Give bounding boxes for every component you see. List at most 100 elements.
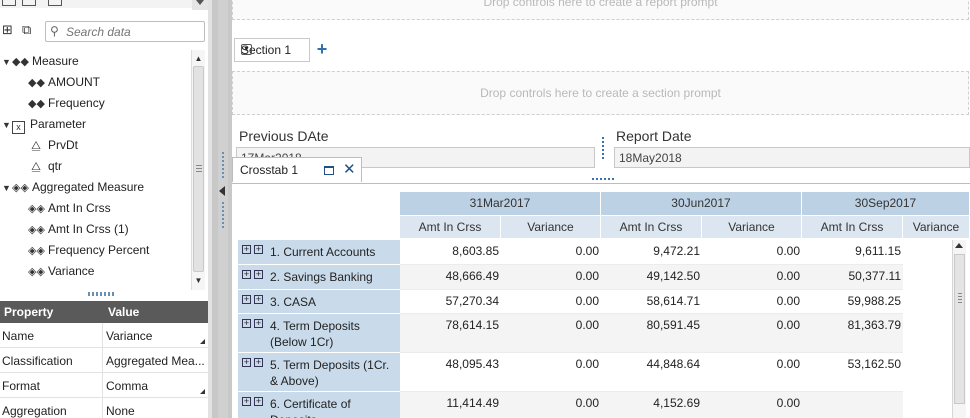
crosstab-scrollbar[interactable] xyxy=(952,240,966,418)
tree-item-frequency-percent[interactable]: ◈◈ Frequency Percent xyxy=(28,240,149,260)
data-source-icon[interactable] xyxy=(48,0,62,6)
scroll-up-icon[interactable]: ▲ xyxy=(194,54,203,63)
expand-toggle-icon[interactable]: ▼ xyxy=(2,57,11,67)
column-header-measure[interactable]: Amt In Crss xyxy=(400,215,501,238)
drill-icon[interactable]: + xyxy=(254,244,263,254)
drill-icon[interactable]: + xyxy=(254,318,263,328)
property-row-format[interactable]: Format Comma xyxy=(0,373,208,398)
column-header-period[interactable]: 30Jun2017 xyxy=(601,192,802,215)
tree-item-prvdt[interactable]: ⧋ PrvDt xyxy=(28,135,78,155)
search-row: ⊞ ⧉ ⚲ xyxy=(0,20,208,46)
table-row-header[interactable]: + + 4. Term Deposits (Below 1Cr) xyxy=(238,314,400,353)
table-cell: 0.00 xyxy=(501,314,601,353)
table-cell: 50,377.11 xyxy=(802,265,903,290)
panel-splitter-handle[interactable] xyxy=(88,292,114,296)
column-header-period[interactable]: 31Mar2017 xyxy=(400,192,601,215)
collapse-all-icon[interactable]: ⧉ xyxy=(22,22,32,37)
property-value[interactable]: Comma xyxy=(106,379,149,393)
table-cell: 4,152.69 xyxy=(601,392,702,418)
chevron-down-icon[interactable]: ▼ xyxy=(241,44,252,55)
table-row-header[interactable]: + + 5. Term Deposits (1Cr. & Above) xyxy=(238,353,400,392)
tree-item-label: Amt In Crss (1) xyxy=(48,222,129,236)
tree-scrollbar[interactable]: ▲ ▼ xyxy=(191,50,205,290)
tree-item-qtr[interactable]: ⧋ qtr xyxy=(28,156,62,176)
collapse-panel-icon[interactable] xyxy=(219,186,225,196)
property-row-aggregation[interactable]: Aggregation None xyxy=(0,398,208,418)
drill-icon[interactable]: + xyxy=(254,396,263,406)
parameter-icon: x xyxy=(12,121,25,134)
crosstab-resize-handle[interactable] xyxy=(592,178,614,180)
tree-item-amt-in-crss[interactable]: ◈◈ Amt In Crss xyxy=(28,198,111,218)
column-header-measure[interactable]: Amt In Crss xyxy=(601,215,702,238)
drill-icon[interactable]: + xyxy=(254,269,263,279)
column-header-measure[interactable]: Variance xyxy=(501,215,601,238)
table-cell: 44,848.64 xyxy=(601,353,702,392)
top-scroll-arrow[interactable] xyxy=(192,0,208,10)
tree-item-amount[interactable]: ◆◆ AMOUNT xyxy=(28,72,100,92)
aggregated-measure-icon: ◈◈ xyxy=(28,203,45,215)
expand-icon[interactable]: + xyxy=(242,357,251,367)
new-data-icon[interactable] xyxy=(2,0,16,6)
drill-icon[interactable]: + xyxy=(254,357,263,367)
table-row-header[interactable]: + + 2. Savings Banking xyxy=(238,265,400,290)
edit-corner-icon xyxy=(200,389,205,394)
tree-item-variance[interactable]: ◈◈ Variance xyxy=(28,261,94,281)
table-row-header[interactable]: ++ 6. Certificate of Deposits xyxy=(238,392,400,418)
property-value[interactable]: None xyxy=(106,404,135,418)
table-cell: 0.00 xyxy=(501,240,601,265)
table-row-header[interactable]: + + 1. Current Accounts xyxy=(238,240,400,265)
expand-all-icon[interactable]: ⊞ xyxy=(2,22,13,37)
expand-icon[interactable]: + xyxy=(242,318,251,328)
maximize-icon[interactable] xyxy=(324,166,334,175)
scrollbar-thumb[interactable] xyxy=(193,66,204,272)
expand-toggle-icon[interactable]: ▼ xyxy=(2,120,11,130)
tree-item-label: PrvDt xyxy=(48,138,78,152)
tab-crosstab-1[interactable]: Crosstab 1 ✕ xyxy=(232,157,362,182)
table-cell: 8,603.85 xyxy=(400,240,501,265)
aggregated-measure-icon: ◈◈ xyxy=(28,266,45,278)
column-header-measure[interactable]: Variance xyxy=(903,215,970,238)
scroll-down-icon[interactable]: ▼ xyxy=(194,276,203,285)
expand-toggle-icon[interactable]: ▼ xyxy=(2,183,11,193)
tree-item-frequency[interactable]: ◆◆ Frequency xyxy=(28,93,105,113)
expand-icon[interactable]: + xyxy=(242,396,251,406)
column-header-measure[interactable]: Variance xyxy=(702,215,802,238)
property-row-classification[interactable]: Classification Aggregated Mea... xyxy=(0,348,208,373)
tree-item-aggregated-measure[interactable]: ▼◈◈ Aggregated Measure xyxy=(2,177,144,197)
tree-item-label: Frequency xyxy=(48,96,105,110)
section-tab-label: Section 1 xyxy=(241,43,292,57)
expand-icon[interactable]: + xyxy=(242,269,251,279)
expand-icon[interactable]: + xyxy=(242,294,251,304)
tab-section-1[interactable]: Section 1 ▼ xyxy=(234,38,310,62)
column-header-measure[interactable]: Amt In Crss xyxy=(802,215,903,238)
refresh-icon[interactable] xyxy=(22,0,36,6)
search-box[interactable]: ⚲ xyxy=(45,21,205,42)
report-date-field[interactable]: 18May2018 xyxy=(614,147,970,168)
property-value[interactable]: Variance xyxy=(106,329,153,343)
control-grip-handle[interactable] xyxy=(602,137,604,159)
previous-date-label: Previous DAte xyxy=(239,128,329,144)
properties-table: Property Value Name Variance Classificat… xyxy=(0,301,208,418)
table-row-header[interactable]: + + 3. CASA xyxy=(238,290,400,314)
section-prompt-dropzone[interactable]: Drop controls here to create a section p… xyxy=(232,71,969,115)
report-prompt-dropzone[interactable]: Drop controls here to create a report pr… xyxy=(232,0,969,20)
drill-icon[interactable]: + xyxy=(254,294,263,304)
properties-header: Property Value xyxy=(0,301,208,323)
tree-item-measure[interactable]: ▼◆◆ Measure xyxy=(2,51,79,71)
parameter-item-icon: ⧋ xyxy=(31,140,41,152)
tree-item-parameter[interactable]: ▼ x Parameter xyxy=(2,114,86,134)
table-cell: 57,270.34 xyxy=(400,290,501,314)
tree-item-amt-in-crss-1[interactable]: ◈◈ Amt In Crss (1) xyxy=(28,219,129,239)
add-section-button[interactable]: + xyxy=(316,39,328,59)
scroll-up-icon[interactable] xyxy=(955,243,963,248)
panel-divider[interactable] xyxy=(208,0,232,418)
property-key: Classification xyxy=(2,354,73,368)
column-divider xyxy=(102,398,103,418)
property-value[interactable]: Aggregated Mea... xyxy=(106,354,205,368)
expand-icon[interactable]: + xyxy=(242,244,251,254)
scrollbar-thumb[interactable] xyxy=(954,254,965,404)
search-input[interactable] xyxy=(66,24,200,39)
property-row-name[interactable]: Name Variance xyxy=(0,323,208,348)
close-icon[interactable]: ✕ xyxy=(343,161,356,178)
column-header-period[interactable]: 30Sep2017 xyxy=(802,192,970,215)
